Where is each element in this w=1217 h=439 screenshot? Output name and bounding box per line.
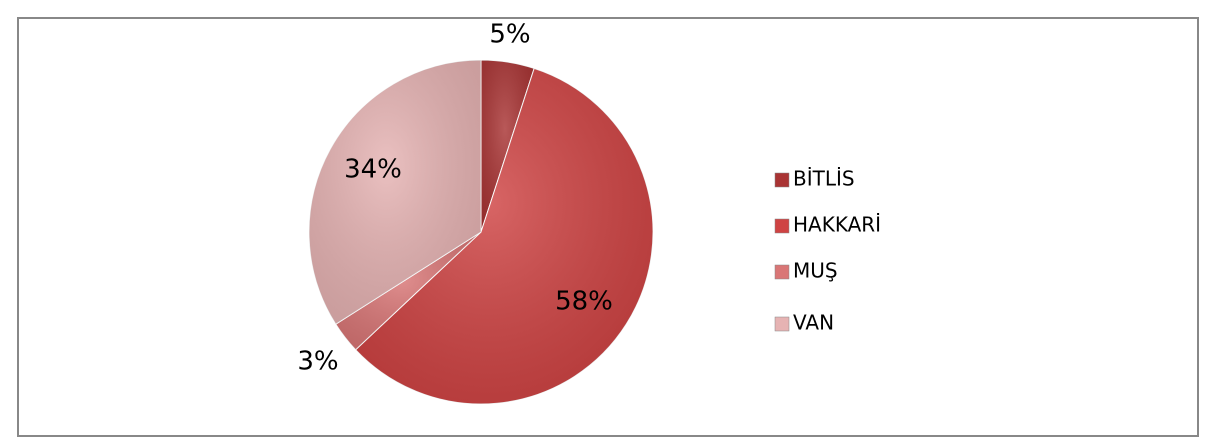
data-label: 3% bbox=[297, 347, 338, 377]
legend-swatch bbox=[774, 264, 790, 280]
legend-label: HAKKARİ bbox=[793, 213, 881, 237]
slice-shade bbox=[355, 68, 654, 405]
legend-label: MUŞ bbox=[793, 259, 838, 283]
slice-shade bbox=[335, 232, 481, 350]
slice-shade bbox=[481, 60, 535, 232]
data-label: 5% bbox=[489, 20, 530, 50]
data-label: 34% bbox=[344, 155, 402, 185]
legend-label: BİTLİS bbox=[793, 167, 855, 191]
legend-swatch bbox=[774, 316, 790, 332]
slice-shade bbox=[309, 60, 481, 325]
legend-swatch bbox=[774, 172, 790, 188]
legend-label: VAN bbox=[793, 311, 834, 335]
data-label: 58% bbox=[555, 287, 613, 317]
legend-swatch bbox=[774, 218, 790, 234]
